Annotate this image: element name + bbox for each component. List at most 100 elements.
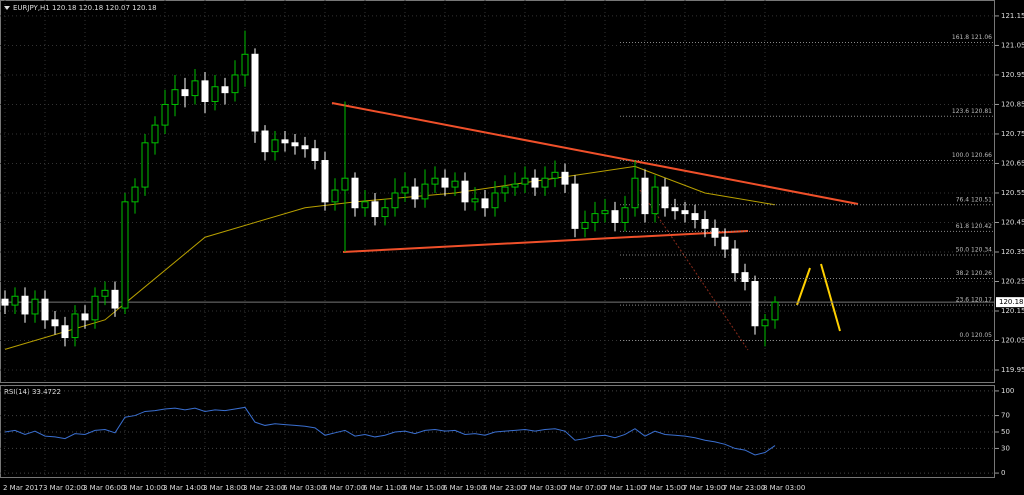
candle-body <box>541 177 549 188</box>
x-tick-label: 3 Mar 06:00 <box>83 484 125 492</box>
x-tick-label: 6 Mar 15:00 <box>403 484 445 492</box>
candle-body <box>561 171 569 185</box>
candle-body <box>271 139 279 153</box>
candle-body <box>381 207 389 218</box>
candle-body <box>481 198 489 209</box>
y-tick-label: 120.65 <box>1001 159 1024 167</box>
x-tick-label: 2 Mar 2017 <box>3 484 43 492</box>
arrow-line[interactable] <box>820 263 841 332</box>
candle-body <box>211 86 219 103</box>
y-tick-label: 50 <box>1001 428 1010 436</box>
candle-body <box>151 124 159 144</box>
candle-body <box>471 198 479 203</box>
candle-body <box>11 295 19 306</box>
candle-body <box>621 207 629 223</box>
rsi-line <box>4 406 776 456</box>
candle-body <box>371 201 379 218</box>
trendline[interactable] <box>331 102 859 205</box>
candle-body <box>201 80 209 103</box>
x-tick-label: 6 Mar 23:00 <box>483 484 525 492</box>
candle-body <box>101 289 109 297</box>
bid-box <box>996 297 1024 308</box>
candle-body <box>181 89 189 97</box>
candle-body <box>261 130 269 153</box>
candle-body <box>661 186 669 209</box>
x-tick-label: 3 Mar 23:00 <box>243 484 285 492</box>
x-tick-label: 7 Mar 15:00 <box>643 484 685 492</box>
y-tick-label: 120.45 <box>1001 218 1024 226</box>
fib-label: 0.0 120.05 <box>960 332 993 339</box>
candle-body <box>331 189 339 203</box>
bid-label: 120.18 <box>999 298 1024 306</box>
x-tick-label: 6 Mar 07:00 <box>323 484 365 492</box>
candle-body <box>671 207 679 212</box>
candle-body <box>321 160 329 203</box>
x-tick-label: 7 Mar 23:00 <box>723 484 765 492</box>
x-tick-label: 7 Mar 19:00 <box>683 484 725 492</box>
candle-body <box>391 192 399 209</box>
candle-body <box>631 177 639 209</box>
projection-line[interactable] <box>639 189 749 351</box>
candle-body <box>221 86 229 94</box>
candle-body <box>361 201 369 209</box>
candle-body <box>341 177 349 191</box>
y-tick-label: 120.05 <box>1001 337 1024 345</box>
y-tick-label: 120.95 <box>1001 71 1024 79</box>
candle-body <box>761 319 769 327</box>
x-tick-label: 6 Mar 19:00 <box>443 484 485 492</box>
candle-body <box>91 295 99 321</box>
candle-body <box>731 248 739 274</box>
candle-body <box>121 201 129 309</box>
candle-body <box>611 210 619 223</box>
fib-label: 100.0 120.66 <box>952 152 992 159</box>
fib-label: 50.0 120.34 <box>956 246 992 253</box>
candle-body <box>31 298 39 315</box>
candle-body <box>231 74 239 94</box>
candle-body <box>751 280 759 327</box>
candle-body <box>491 192 499 209</box>
trendlines <box>331 102 859 351</box>
candle-body <box>601 210 609 215</box>
x-tick-label: 7 Mar 11:00 <box>603 484 645 492</box>
candle-body <box>581 221 589 229</box>
candle-body <box>21 295 29 315</box>
fib-label: 161.8 121.06 <box>952 34 992 41</box>
candle-body <box>521 177 529 185</box>
trendline[interactable] <box>342 230 749 253</box>
candle-body <box>191 80 199 97</box>
y-tick-label: 120.85 <box>1001 100 1024 108</box>
candle-body <box>651 186 659 215</box>
candle-body <box>451 180 459 188</box>
y-tick-label: 120.15 <box>1001 307 1024 315</box>
candle-body <box>241 53 249 76</box>
y-tick-label: 121.05 <box>1001 41 1024 49</box>
x-tick-label: 3 Mar 10:00 <box>123 484 165 492</box>
candle-body <box>421 183 429 200</box>
candle-body <box>161 103 169 126</box>
candle-body <box>681 210 689 215</box>
candle-body <box>311 148 319 162</box>
candle-body <box>441 177 449 188</box>
candle-body <box>71 313 79 339</box>
candle-body <box>571 183 579 229</box>
arrow-line[interactable] <box>796 267 811 306</box>
candle-body <box>431 177 439 185</box>
candle-body <box>551 171 559 179</box>
y-tick-label: 119.95 <box>1001 366 1024 374</box>
candle-body <box>511 183 519 188</box>
x-tick-label: 6 Mar 03:00 <box>283 484 325 492</box>
x-tick-label: 8 Mar 03:00 <box>763 484 805 492</box>
y-tick-label: 120.55 <box>1001 189 1024 197</box>
candle-body <box>251 53 259 132</box>
candle-body <box>411 186 419 200</box>
y-tick-label: 100 <box>1001 387 1014 395</box>
candle-body <box>51 319 59 327</box>
candle-body <box>501 186 509 194</box>
candle-body <box>131 186 139 203</box>
x-tick-label: 7 Mar 03:00 <box>523 484 565 492</box>
candle-body <box>531 177 539 188</box>
candle-body <box>281 139 289 144</box>
menu-icon[interactable] <box>4 6 10 10</box>
candle-body <box>41 298 49 321</box>
